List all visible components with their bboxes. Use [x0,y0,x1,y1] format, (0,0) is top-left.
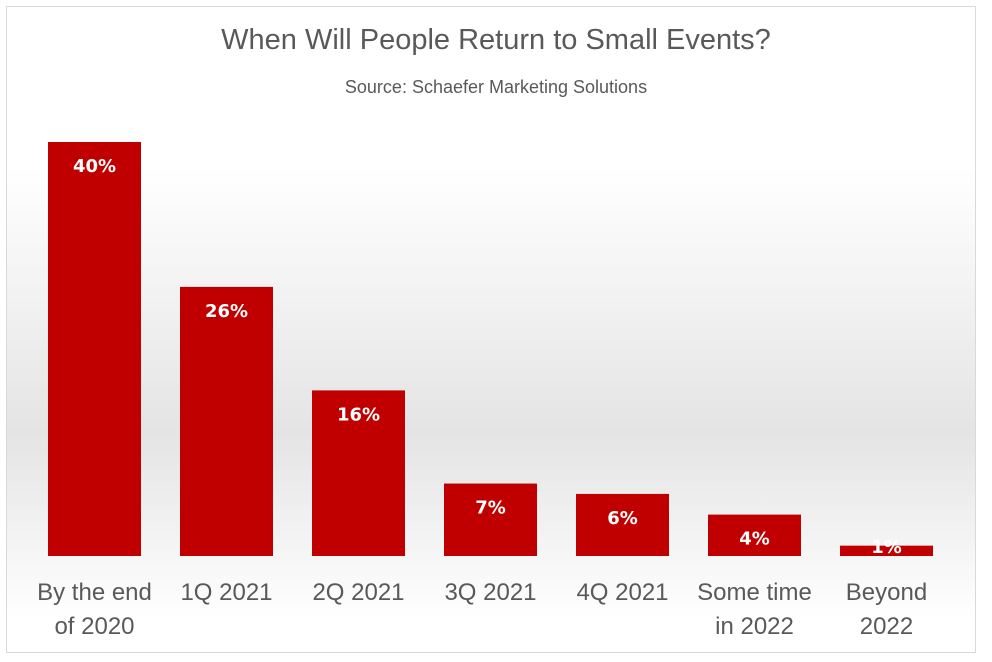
category-label-0: By the end [37,579,152,606]
category-label-0: of 2020 [54,613,134,640]
category-label-2: 2Q 2021 [312,579,404,606]
data-label-4: 6% [607,508,638,529]
bar-1 [180,286,273,556]
data-label-1: 26% [205,301,248,322]
bar-5 [708,514,801,556]
data-label-6: 1% [871,537,902,558]
category-label-3: 3Q 2021 [444,579,536,606]
data-label-3: 7% [475,498,506,519]
category-label-5: in 2022 [715,613,794,640]
category-label-6: 2022 [860,613,913,640]
data-label-0: 40% [73,156,116,177]
bar-4 [576,493,669,556]
bar-0 [48,142,141,556]
data-label-2: 16% [337,404,380,425]
category-label-6: Beyond [846,579,927,606]
category-label-1: 1Q 2021 [180,579,272,606]
category-label-5: Some time [697,579,812,606]
chart-title: When Will People Return to Small Events? [221,24,771,56]
bar-6 [840,545,933,556]
category-label-4: 4Q 2021 [576,579,668,606]
bar-3 [444,483,537,556]
data-label-5: 4% [739,529,770,550]
bar-2 [312,390,405,556]
chart-subtitle: Source: Schaefer Marketing Solutions [344,77,648,97]
